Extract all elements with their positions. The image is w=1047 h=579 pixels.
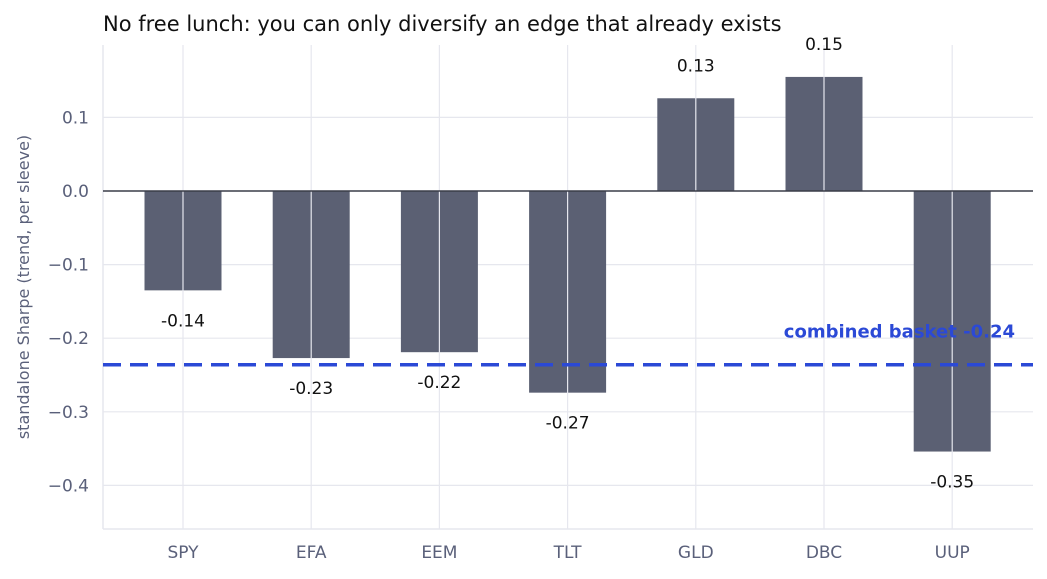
value-label: -0.23	[289, 379, 333, 399]
y-tick-label: 0.0	[62, 182, 89, 202]
reference-line-group: combined basket -0.24	[103, 322, 1033, 367]
value-label: -0.14	[161, 311, 205, 331]
x-tick-label: EEM	[421, 543, 457, 563]
value-label: 0.13	[677, 56, 715, 76]
y-tick-label: −0.3	[48, 403, 89, 423]
value-label: 0.15	[805, 35, 843, 55]
vertical-grid-lines	[182, 45, 953, 529]
y-tick-label: −0.1	[48, 256, 89, 276]
x-tick-label: EFA	[296, 543, 327, 563]
y-tick-label: −0.4	[48, 476, 89, 496]
y-tick-label: 0.1	[62, 108, 89, 128]
x-tick-label: TLT	[553, 543, 583, 563]
x-tick-label: GLD	[678, 543, 714, 563]
x-tick-label: SPY	[167, 543, 199, 563]
x-tick-label: DBC	[806, 543, 842, 563]
x-tick-label: UUP	[935, 543, 970, 563]
value-label: -0.35	[930, 473, 974, 493]
combined-basket-label: combined basket -0.24	[784, 322, 1015, 343]
value-labels: -0.14 -0.23 -0.22 -0.27 0.13 0.15 -0.35	[161, 35, 974, 493]
y-axis-label: standalone Sharpe (trend, per sleeve)	[14, 135, 33, 439]
axes: 0.1 0.0 −0.1 −0.2 −0.3 −0.4 SPY EFA EEM TLT GLD DBC…	[48, 45, 1033, 563]
chart-title: No free lunch: you can only diversify an…	[103, 12, 782, 36]
y-tick-label: −0.2	[48, 329, 89, 349]
value-label: -0.22	[417, 373, 461, 393]
value-label: -0.27	[546, 414, 590, 434]
